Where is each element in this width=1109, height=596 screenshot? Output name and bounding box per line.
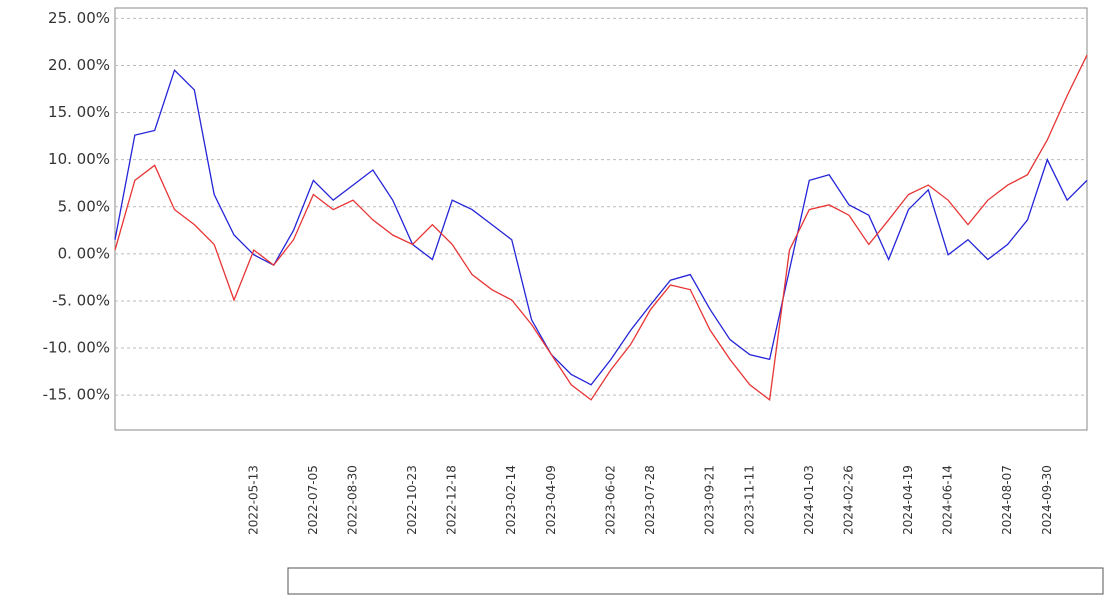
x-tick-label: 2022-05-13 <box>246 465 260 535</box>
plot-frame <box>114 7 1088 431</box>
x-tick-label: 2022-10-23 <box>405 465 419 535</box>
x-tick-label: 2023-06-02 <box>603 465 617 535</box>
x-tick-label: 2023-11-11 <box>742 465 756 535</box>
x-tick-label: 2024-01-03 <box>802 465 816 535</box>
y-tick-label: 25. 00% <box>48 9 110 27</box>
x-tick-label: 2024-09-30 <box>1040 465 1054 535</box>
x-tick-label: 2023-04-09 <box>544 465 558 535</box>
x-tick-label: 2024-08-07 <box>1000 465 1014 535</box>
series-line <box>114 54 1088 402</box>
x-tick-label: 2023-09-21 <box>703 465 717 535</box>
y-tick-label: 0. 00% <box>58 244 110 262</box>
y-tick-label: 20. 00% <box>48 56 110 74</box>
x-tick-label: 2023-07-28 <box>643 465 657 535</box>
series-line <box>114 68 1088 386</box>
y-tick-label: 5. 00% <box>58 197 110 215</box>
y-tick-label: 10. 00% <box>48 150 110 168</box>
x-tick-label: 2022-08-30 <box>346 465 360 535</box>
y-tick-label: -15. 00% <box>43 386 110 404</box>
y-tick-label: -5. 00% <box>52 291 110 309</box>
x-tick-label: 2024-02-26 <box>841 465 855 535</box>
x-tick-label: 2022-12-18 <box>445 465 459 535</box>
y-tick-label: -10. 00% <box>43 339 110 357</box>
legend-box <box>287 567 1104 595</box>
x-tick-label: 2024-06-14 <box>941 465 955 535</box>
x-tick-label: 2023-02-14 <box>504 465 518 535</box>
y-tick-label: 15. 00% <box>48 103 110 121</box>
x-tick-label: 2024-04-19 <box>901 465 915 535</box>
x-tick-label: 2022-07-05 <box>306 465 320 535</box>
